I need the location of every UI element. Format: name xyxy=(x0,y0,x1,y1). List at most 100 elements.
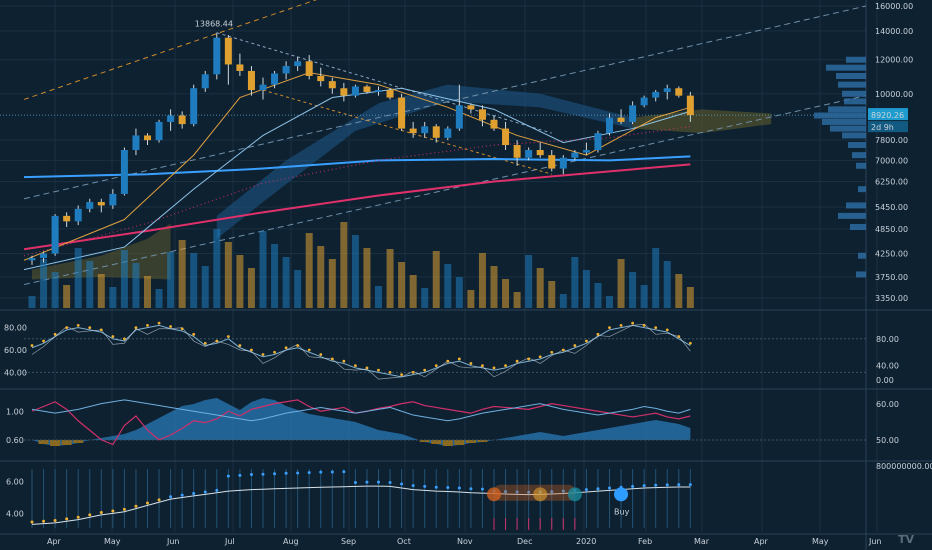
obv-dot xyxy=(30,520,34,524)
candle-body xyxy=(594,133,602,151)
rsi-dot xyxy=(642,323,646,327)
candle-body xyxy=(40,253,48,259)
candle-body xyxy=(478,109,486,120)
volume-bar xyxy=(201,266,209,308)
dmi-negative-bar xyxy=(73,440,84,443)
rsi-dot xyxy=(123,337,126,341)
volume-bar xyxy=(178,240,186,308)
volume-bar xyxy=(224,242,232,308)
volume-bar xyxy=(259,231,267,308)
volume-bar xyxy=(594,283,602,308)
obv-dot xyxy=(377,480,380,484)
volume-bar xyxy=(213,229,221,308)
obv-dot xyxy=(157,498,161,502)
candle-body xyxy=(582,150,590,153)
volume-bar xyxy=(155,289,163,308)
volume-profile-bar xyxy=(828,106,866,113)
rsi-left-tick: 60.00 xyxy=(4,346,27,355)
time-tick-label: Dec xyxy=(517,537,532,546)
candle-body xyxy=(398,97,406,129)
time-tick-label: Nov xyxy=(457,537,473,546)
candle-body xyxy=(617,117,625,122)
obv-dot xyxy=(677,483,681,487)
candle-body xyxy=(155,121,163,141)
dmi-negative-bar xyxy=(38,440,49,444)
candle-body xyxy=(686,95,694,116)
dmi-negative-bar xyxy=(61,440,72,445)
price-tick-label: 7000.00 xyxy=(875,156,908,165)
candle-body xyxy=(502,128,510,146)
candle-body xyxy=(97,202,105,206)
rsi-dot xyxy=(42,339,45,343)
candle-body xyxy=(167,115,175,122)
rsi-dot xyxy=(688,341,692,345)
obv-dot xyxy=(169,495,173,499)
obv-dot xyxy=(480,487,484,491)
rsi-dot xyxy=(619,323,623,327)
time-tick-label: Apr xyxy=(47,537,62,546)
volume-bar xyxy=(652,248,660,308)
candle-body xyxy=(190,88,198,125)
candle-body xyxy=(513,145,521,158)
obv-dot xyxy=(76,515,80,519)
candle-body xyxy=(663,88,671,92)
rsi-dot xyxy=(654,326,658,329)
volume-bar xyxy=(351,235,359,308)
volume-bar xyxy=(97,274,105,308)
rsi-dot xyxy=(481,364,484,368)
candle-body xyxy=(351,86,359,96)
volume-bar xyxy=(444,264,452,308)
rsi-left-tick: 80.00 xyxy=(4,324,27,333)
time-tick-label: Mar xyxy=(694,537,710,546)
candle-body xyxy=(51,215,59,254)
candle-body xyxy=(236,64,244,71)
candle-body xyxy=(74,208,82,222)
rsi-dot xyxy=(492,366,496,370)
time-tick-label: 2020 xyxy=(576,537,596,546)
volume-bar xyxy=(513,292,521,308)
last-price-label: 8920.26 xyxy=(871,111,904,120)
time-tick-label: Jul xyxy=(224,537,235,546)
volume-bar xyxy=(51,272,59,308)
ma-red xyxy=(23,163,691,251)
volume-bar xyxy=(167,252,175,308)
obv-left-tick: 6.00 xyxy=(6,478,24,487)
candle-body xyxy=(86,202,94,209)
obv-dot xyxy=(65,517,69,521)
price-tick-label: 16000.00 xyxy=(875,2,913,11)
volume-bar xyxy=(478,253,486,308)
ma-blue xyxy=(23,155,691,179)
rsi-dot xyxy=(169,325,173,328)
volume-profile-bar xyxy=(830,125,866,132)
candle-body xyxy=(247,70,255,91)
volume-bar xyxy=(386,249,394,308)
candle-body xyxy=(409,128,417,134)
dmi-negative-bar xyxy=(431,440,442,444)
volume-bar xyxy=(86,261,94,308)
rsi-dot xyxy=(365,366,369,370)
rsi-left-tick: 40.00 xyxy=(4,368,27,377)
volume-bar xyxy=(640,285,648,308)
volume-profile-bar xyxy=(838,81,866,88)
volume-bar xyxy=(686,287,694,308)
dmi-area xyxy=(32,398,691,446)
obv-dot xyxy=(261,472,265,476)
volume-bar xyxy=(571,257,579,308)
obv-dot xyxy=(88,513,92,517)
rsi-dot xyxy=(88,326,92,329)
volume-bar xyxy=(109,287,117,308)
rsi-dot xyxy=(65,326,69,329)
price-tick-label: 7800.00 xyxy=(875,136,908,145)
rsi-dot xyxy=(192,332,196,336)
obv-dot xyxy=(296,471,300,475)
volume-bar xyxy=(617,259,625,308)
volume-profile-bar xyxy=(842,90,866,97)
price-tick-label: 14000.00 xyxy=(875,27,913,36)
channel-upper-orange xyxy=(23,0,318,100)
obv-dot xyxy=(42,519,46,523)
rsi-dot xyxy=(457,357,461,361)
price-tick-label: 4850.00 xyxy=(875,225,908,234)
obv-dot xyxy=(122,507,126,511)
candle-body xyxy=(120,150,128,194)
